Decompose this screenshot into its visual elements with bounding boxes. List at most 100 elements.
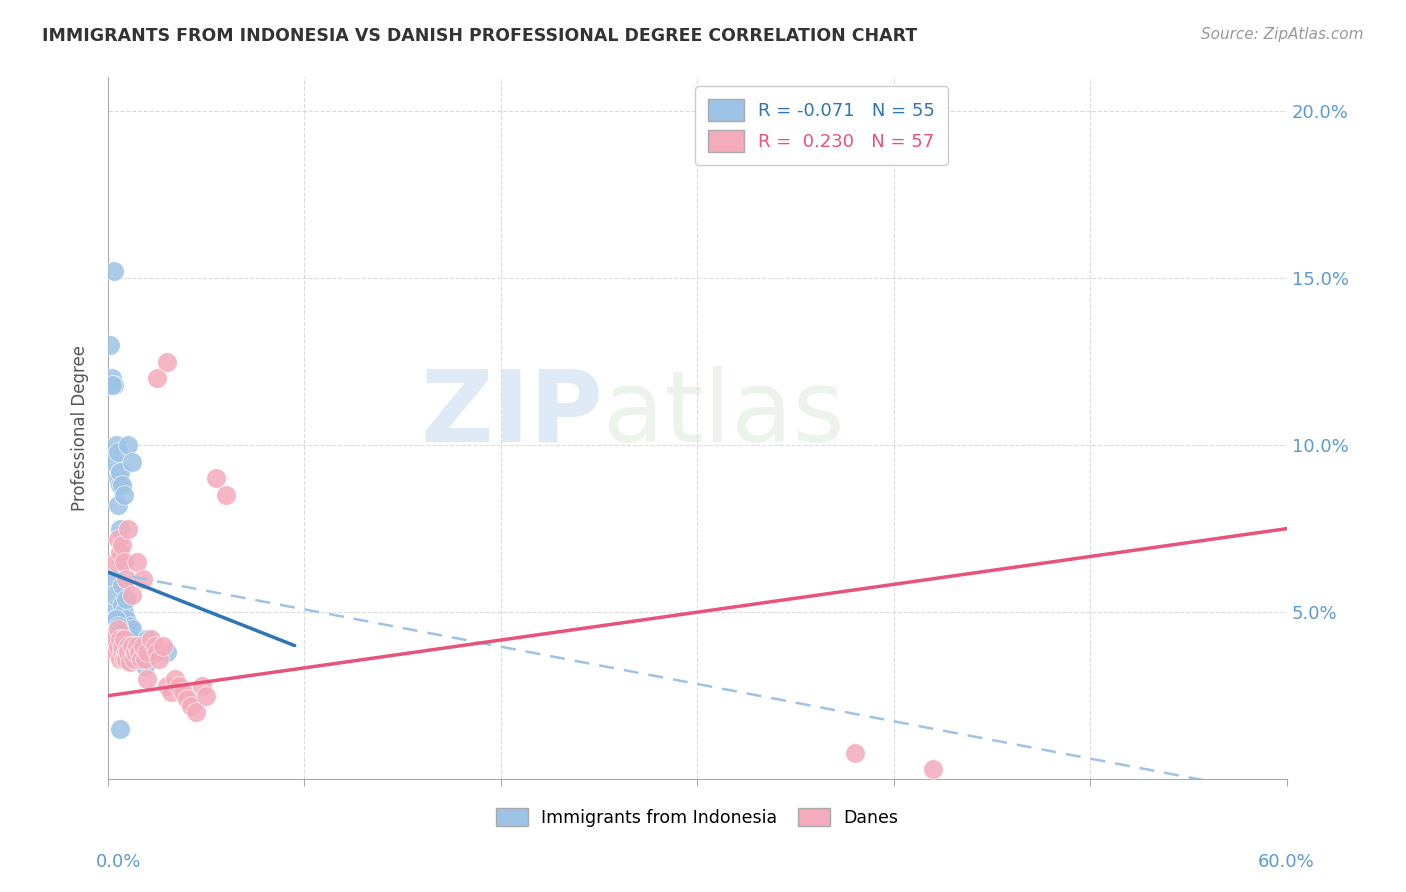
Point — [112, 645, 135, 659]
Point — [136, 632, 159, 646]
Point — [124, 652, 146, 666]
Point — [117, 522, 139, 536]
Point — [136, 645, 159, 659]
Point — [107, 618, 129, 632]
Point — [118, 632, 141, 646]
Point — [111, 599, 134, 613]
Point — [107, 471, 129, 485]
Point — [121, 639, 143, 653]
Point — [117, 438, 139, 452]
Point — [215, 488, 238, 502]
Point — [136, 672, 159, 686]
Point — [107, 498, 129, 512]
Point — [114, 572, 136, 586]
Point — [104, 612, 127, 626]
Point — [160, 685, 183, 699]
Point — [114, 645, 136, 659]
Point — [107, 622, 129, 636]
Point — [104, 612, 127, 626]
Point — [103, 378, 125, 392]
Text: Source: ZipAtlas.com: Source: ZipAtlas.com — [1201, 27, 1364, 42]
Point — [112, 605, 135, 619]
Point — [172, 685, 194, 699]
Point — [127, 645, 149, 659]
Point — [156, 679, 179, 693]
Point — [195, 689, 218, 703]
Point — [122, 645, 145, 659]
Point — [122, 639, 145, 653]
Point — [111, 578, 134, 592]
Point — [117, 639, 139, 653]
Point — [156, 354, 179, 368]
Point — [148, 652, 170, 666]
Point — [844, 746, 866, 760]
Point — [112, 488, 135, 502]
Point — [128, 639, 150, 653]
Point — [117, 639, 139, 653]
Point — [124, 645, 146, 659]
Point — [107, 532, 129, 546]
Point — [108, 632, 131, 646]
Point — [98, 338, 121, 352]
Point — [191, 679, 214, 693]
Point — [107, 632, 129, 646]
Point — [104, 438, 127, 452]
Point — [127, 555, 149, 569]
Point — [131, 652, 153, 666]
Point — [101, 605, 124, 619]
Point — [121, 589, 143, 603]
Point — [112, 555, 135, 569]
Point — [176, 692, 198, 706]
Point — [131, 652, 153, 666]
Point — [103, 455, 125, 469]
Point — [111, 639, 134, 653]
Point — [121, 622, 143, 636]
Point — [143, 639, 166, 653]
Point — [152, 639, 174, 653]
Point — [114, 652, 136, 666]
Point — [103, 264, 125, 278]
Point — [134, 652, 156, 666]
Text: ZIP: ZIP — [420, 366, 603, 463]
Point — [111, 555, 134, 569]
Point — [104, 645, 127, 659]
Point — [922, 762, 945, 776]
Point — [146, 645, 169, 659]
Point — [121, 455, 143, 469]
Point — [101, 371, 124, 385]
Point — [132, 639, 155, 653]
Text: atlas: atlas — [603, 366, 845, 463]
Point — [104, 555, 127, 569]
Point — [112, 632, 135, 646]
Legend: Immigrants from Indonesia, Danes: Immigrants from Indonesia, Danes — [489, 801, 905, 834]
Point — [117, 625, 139, 640]
Point — [101, 378, 124, 392]
Point — [117, 639, 139, 653]
Point — [146, 371, 169, 385]
Point — [118, 645, 141, 659]
Point — [111, 538, 134, 552]
Point — [134, 658, 156, 673]
Point — [108, 545, 131, 559]
Point — [107, 639, 129, 653]
Point — [114, 591, 136, 606]
Text: 60.0%: 60.0% — [1258, 853, 1315, 871]
Point — [103, 589, 125, 603]
Point — [114, 612, 136, 626]
Point — [101, 572, 124, 586]
Point — [163, 672, 186, 686]
Point — [127, 639, 149, 653]
Point — [180, 698, 202, 713]
Point — [111, 478, 134, 492]
Point — [132, 645, 155, 659]
Point — [101, 639, 124, 653]
Point — [132, 572, 155, 586]
Point — [156, 645, 179, 659]
Point — [108, 652, 131, 666]
Point — [108, 478, 131, 492]
Point — [118, 655, 141, 669]
Point — [111, 645, 134, 659]
Point — [108, 522, 131, 536]
Point — [205, 471, 228, 485]
Point — [108, 625, 131, 640]
